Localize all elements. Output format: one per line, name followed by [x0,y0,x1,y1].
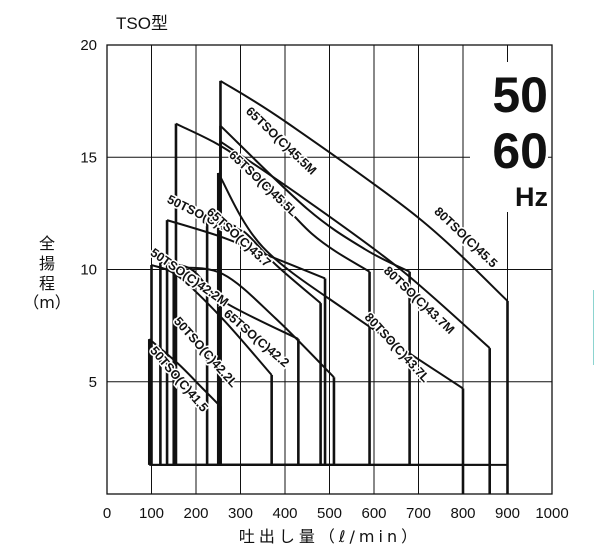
frequency-unit: Hz [515,182,548,212]
curve-label-80TSO(C)43.7L: 80TSO(C)43.7L [362,310,433,385]
y-tick-10: 10 [80,262,97,279]
curve-line-50TSO(C)43.7 [166,219,326,280]
y-label-char-1: 全 [39,234,55,253]
x-tick-100: 100 [139,505,164,522]
series-65TSO(C)42.2 [172,266,336,466]
x-tick-300: 300 [228,505,253,522]
curve-line-65TSO(C)42.2 [173,266,335,378]
grid-lines [107,45,552,494]
x-tick-400: 400 [272,505,297,522]
y-axis-ticks: 5 10 15 20 [80,37,97,391]
curve-line-65TSO(C)45.5M [219,125,411,273]
x-axis-ticks: 0 100 200 300 400 500 600 700 800 900 1000 [103,505,569,522]
frequency-badge: 50 60 Hz [470,62,548,212]
frequency-50: 50 [492,67,548,123]
frequency-60: 60 [492,123,548,179]
curve-line-65TSO(C)45.5L [175,122,371,273]
performance-curves [147,80,509,494]
chart-title: TSO型 [116,14,168,33]
y-label-char-2: 揚 [39,254,55,273]
y-label-unit: （m） [23,293,71,312]
curve-line-50TSO(C)42.2L [151,264,273,376]
x-tick-200: 200 [183,505,208,522]
x-tick-0: 0 [103,505,111,522]
curve-line-80TSO(C)43.7L [217,172,464,390]
plot-frame [106,44,553,495]
x-tick-600: 600 [361,505,386,522]
y-tick-20: 20 [80,37,97,54]
y-tick-5: 5 [89,374,97,391]
y-axis-label: 全 揚 程 （m） [23,234,71,312]
curve-label-80TSO(C)43.7M: 80TSO(C)43.7M [381,264,457,337]
series-80TSO(C)45.5 [219,80,509,494]
y-label-char-3: 程 [39,274,55,293]
x-tick-500: 500 [317,505,342,522]
curve-line-80TSO(C)45.5 [219,80,509,302]
x-tick-1000: 1000 [535,505,568,522]
y-tick-15: 15 [80,149,97,166]
x-tick-800: 800 [450,505,475,522]
x-tick-700: 700 [406,505,431,522]
x-axis-label: 吐出し量（ℓ/min） [239,527,421,546]
curve-line-50TSO(C)41.5 [148,338,222,408]
curve-label-65TSO(C)42.2: 65TSO(C)42.2 [221,307,292,370]
curve-line-80TSO(C)43.7M [219,140,491,349]
x-tick-900: 900 [495,505,520,522]
